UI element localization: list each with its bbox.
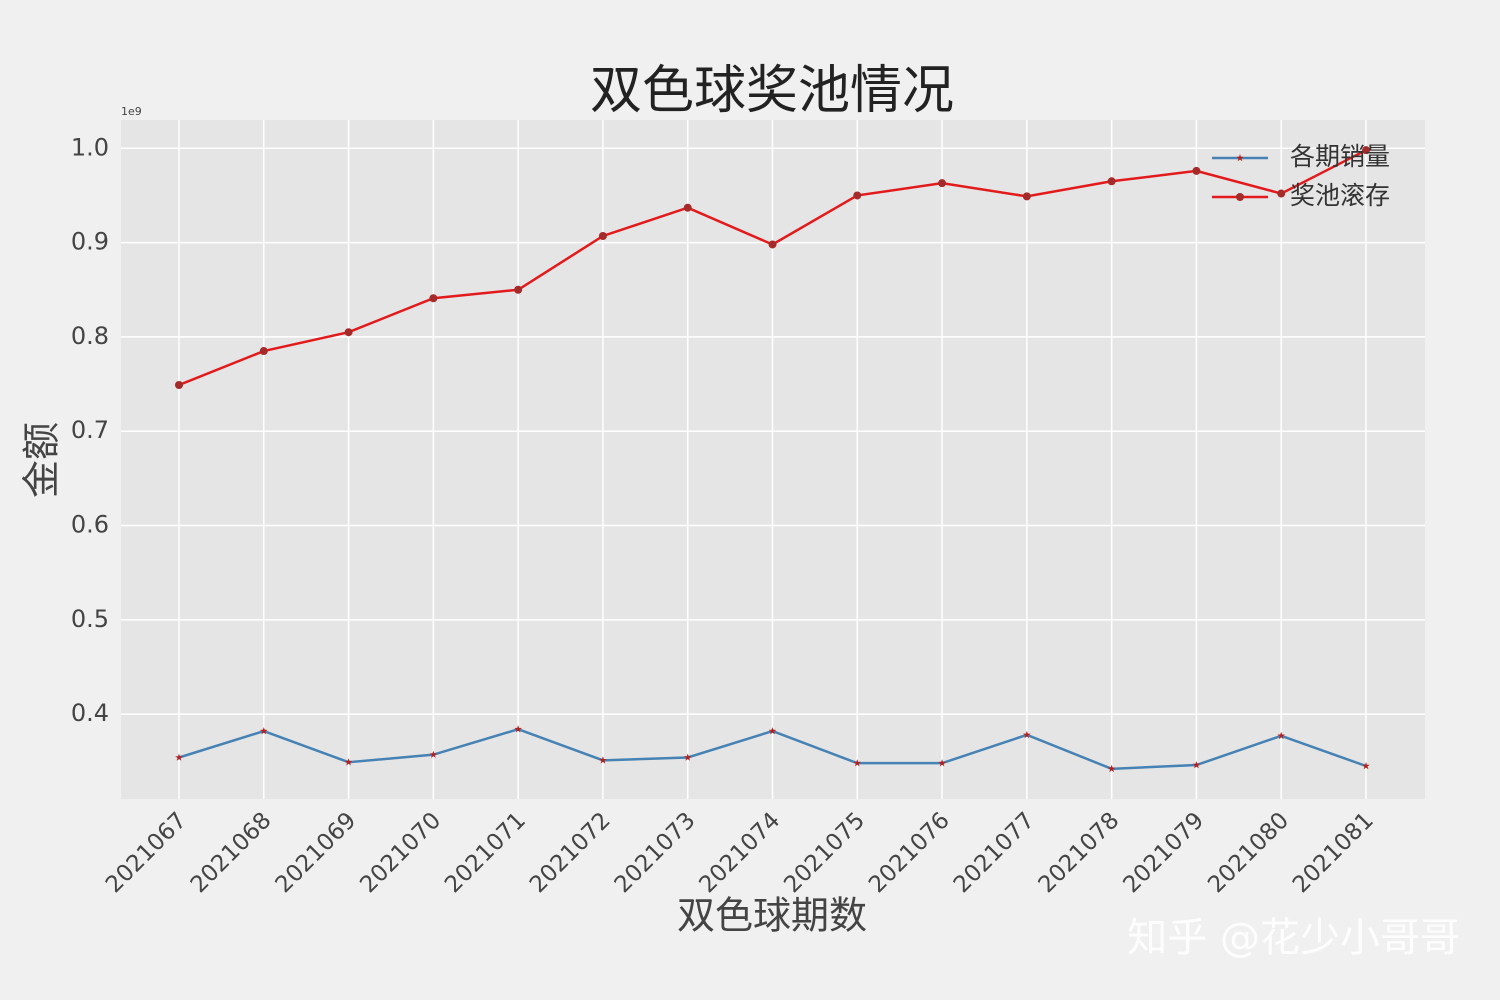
series [175,146,1370,389]
point [853,759,862,767]
point [1192,761,1201,769]
point [598,231,607,240]
y-tick-label: 0.9 [71,228,109,256]
y-tick-label: 0.8 [71,322,109,350]
point [1192,166,1201,175]
point [175,380,183,389]
y-tick-label: 0.4 [71,699,109,727]
point [1107,764,1116,773]
chart-title: 双色球奖池情况 [590,61,954,121]
y-axis-label: 金额 [20,422,64,498]
x-tick-label: 2021075 [779,807,870,898]
x-tick-label: 2021067 [101,807,192,898]
x-tick-label: 2021080 [1203,807,1294,898]
point [429,750,438,758]
point [175,753,183,761]
point [1362,146,1370,155]
x-tick-label: 2021079 [1118,807,1209,898]
point [1277,189,1286,198]
y-offset-label: 1e9 [121,105,142,118]
x-axis-label: 双色球期数 [677,894,867,938]
x-tick-label: 2021077 [949,807,1040,898]
point [260,727,268,735]
y-tick-label: 0.5 [71,605,109,633]
point [1107,177,1116,186]
point [599,756,607,764]
y-tick-label: 0.6 [71,511,109,539]
legend-label: 各期销量 [1290,142,1390,171]
point [1023,730,1031,739]
legend-label: 奖池滚存 [1290,181,1390,210]
point [259,347,268,356]
x-tick-label: 2021073 [610,807,701,898]
x-tick-label: 2021068 [186,807,277,898]
series [175,725,1370,773]
point [938,759,946,767]
point [768,240,777,249]
point [514,725,522,733]
y-tick-label: 0.7 [71,416,109,444]
point [1362,762,1370,770]
point [344,758,353,766]
point [938,179,947,188]
x-tick-label: 2021069 [271,807,362,898]
point [429,294,438,303]
point [1022,192,1031,201]
point [1236,154,1244,162]
x-tick-label: 2021072 [525,807,616,898]
point [768,727,777,735]
point [1236,193,1244,201]
point [683,753,692,761]
watermark: 知乎 @花少小哥哥 [1127,915,1460,961]
x-tick-label: 2021076 [864,807,955,898]
point [683,203,692,212]
x-tick-label: 2021071 [440,807,531,898]
point [853,191,862,200]
point [344,328,353,337]
y-tick-label: 1.0 [71,133,109,161]
x-tick-label: 2021074 [695,807,786,898]
point [514,285,523,294]
x-tick-label: 2021081 [1288,807,1379,898]
x-tick-label: 2021078 [1034,807,1125,898]
point [1277,731,1285,740]
x-tick-label: 2021070 [355,807,446,898]
